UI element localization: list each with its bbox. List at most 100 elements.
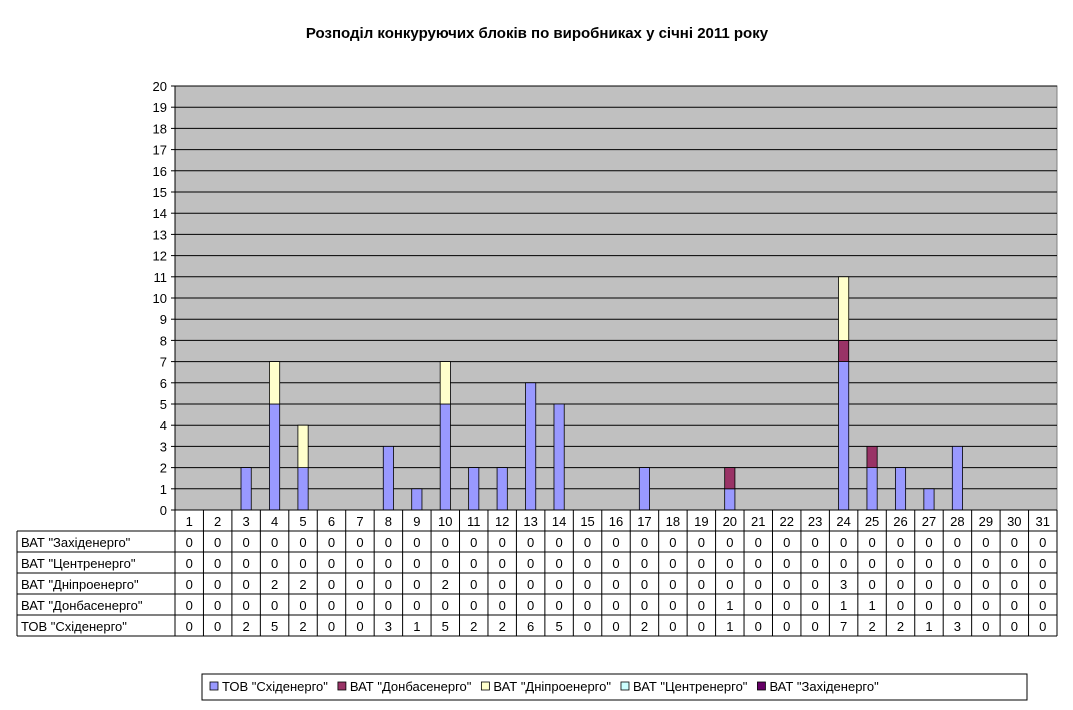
- y-tick-label: 1: [160, 482, 167, 497]
- y-tick-label: 15: [153, 185, 167, 200]
- bar-segment: [496, 467, 508, 511]
- y-tick-label: 20: [153, 79, 167, 94]
- table-row-label: ВАТ "Західенерго": [21, 535, 131, 550]
- x-tick-label: 19: [694, 514, 708, 529]
- table-cell: 0: [584, 556, 591, 571]
- table-cell: 0: [641, 577, 648, 592]
- bar-segment: [382, 445, 394, 511]
- table-cell: 0: [755, 535, 762, 550]
- table-cell: 0: [698, 619, 705, 634]
- y-tick-label: 10: [153, 291, 167, 306]
- table-cell: 0: [214, 556, 221, 571]
- table-cell: 0: [1039, 556, 1046, 571]
- table-cell: 0: [186, 577, 193, 592]
- table-cell: 0: [243, 535, 250, 550]
- table-cell: 1: [925, 619, 932, 634]
- x-tick-label: 5: [299, 514, 306, 529]
- table-cell: 0: [726, 577, 733, 592]
- table-cell: 0: [442, 556, 449, 571]
- x-tick-label: 31: [1036, 514, 1050, 529]
- y-tick-label: 3: [160, 439, 167, 454]
- table-cell: 0: [499, 598, 506, 613]
- y-tick-label: 16: [153, 164, 167, 179]
- table-cell: 0: [470, 535, 477, 550]
- table-cell: 0: [328, 535, 335, 550]
- table-cell: 0: [954, 556, 961, 571]
- x-tick-label: 11: [467, 514, 481, 529]
- table-cell: 0: [812, 577, 819, 592]
- bar-segment: [269, 361, 281, 405]
- bar-segment: [297, 424, 309, 469]
- table-cell: 0: [356, 598, 363, 613]
- y-tick-label: 5: [160, 397, 167, 412]
- bar-segment: [240, 467, 252, 511]
- bar-segment: [866, 467, 878, 511]
- x-tick-label: 6: [328, 514, 335, 529]
- table-row-label: ТОВ "Східенерго": [21, 619, 127, 634]
- bar-segment: [439, 361, 451, 405]
- y-tick-label: 19: [153, 100, 167, 115]
- legend-swatch: [480, 681, 490, 691]
- x-tick-label: 3: [243, 514, 250, 529]
- chart-title: Розподіл конкуруючих блоків по виробника…: [306, 25, 769, 42]
- table-cell: 0: [698, 535, 705, 550]
- table-cell: 0: [982, 598, 989, 613]
- x-tick-label: 1: [186, 514, 193, 529]
- legend-label: ВАТ "Донбасенерго": [350, 679, 472, 694]
- table-row-label: ВАТ "Дніпроенерго": [21, 577, 139, 592]
- table-row-label: ВАТ "Центренерго": [21, 556, 136, 571]
- table-cell: 0: [840, 535, 847, 550]
- x-tick-label: 30: [1007, 514, 1021, 529]
- table-cell: 0: [186, 535, 193, 550]
- table-cell: 0: [755, 577, 762, 592]
- y-tick-label: 17: [153, 143, 167, 158]
- bar-segment: [951, 445, 963, 511]
- table-cell: 0: [527, 577, 534, 592]
- bar-segment: [724, 467, 736, 490]
- table-cell: 0: [1011, 556, 1018, 571]
- table-cell: 3: [840, 577, 847, 592]
- table-cell: 2: [470, 619, 477, 634]
- table-cell: 0: [385, 577, 392, 592]
- table-cell: 0: [413, 577, 420, 592]
- table-cell: 1: [726, 619, 733, 634]
- table-cell: 0: [385, 535, 392, 550]
- table-cell: 0: [982, 535, 989, 550]
- legend-swatch: [620, 681, 630, 691]
- x-tick-label: 2: [214, 514, 221, 529]
- table-cell: 0: [954, 577, 961, 592]
- table-cell: 0: [812, 535, 819, 550]
- table-cell: 0: [897, 535, 904, 550]
- x-tick-label: 7: [356, 514, 363, 529]
- table-cell: 1: [726, 598, 733, 613]
- table-cell: 2: [897, 619, 904, 634]
- table-cell: 0: [186, 556, 193, 571]
- table-cell: 0: [555, 598, 562, 613]
- legend-label: ВАТ "Дніпроенерго": [493, 679, 611, 694]
- legend-label: ВАТ "Центренерго": [633, 679, 748, 694]
- table-cell: 0: [669, 619, 676, 634]
- x-tick-label: 29: [979, 514, 993, 529]
- table-cell: 0: [271, 535, 278, 550]
- table-cell: 0: [413, 535, 420, 550]
- table-cell: 0: [214, 535, 221, 550]
- table-cell: 0: [1011, 577, 1018, 592]
- y-tick-label: 13: [153, 227, 167, 242]
- x-tick-label: 18: [666, 514, 680, 529]
- table-cell: 0: [897, 598, 904, 613]
- table-cell: 2: [271, 577, 278, 592]
- bar-segment: [838, 276, 850, 341]
- table-cell: 3: [954, 619, 961, 634]
- table-cell: 0: [299, 556, 306, 571]
- table-cell: 0: [698, 556, 705, 571]
- table-cell: 0: [982, 577, 989, 592]
- table-cell: 0: [783, 577, 790, 592]
- table-cell: 0: [612, 577, 619, 592]
- y-tick-label: 6: [160, 376, 167, 391]
- y-tick-label: 8: [160, 333, 167, 348]
- x-tick-label: 12: [495, 514, 509, 529]
- table-cell: 0: [925, 535, 932, 550]
- table-cell: 2: [299, 577, 306, 592]
- table-cell: 0: [868, 556, 875, 571]
